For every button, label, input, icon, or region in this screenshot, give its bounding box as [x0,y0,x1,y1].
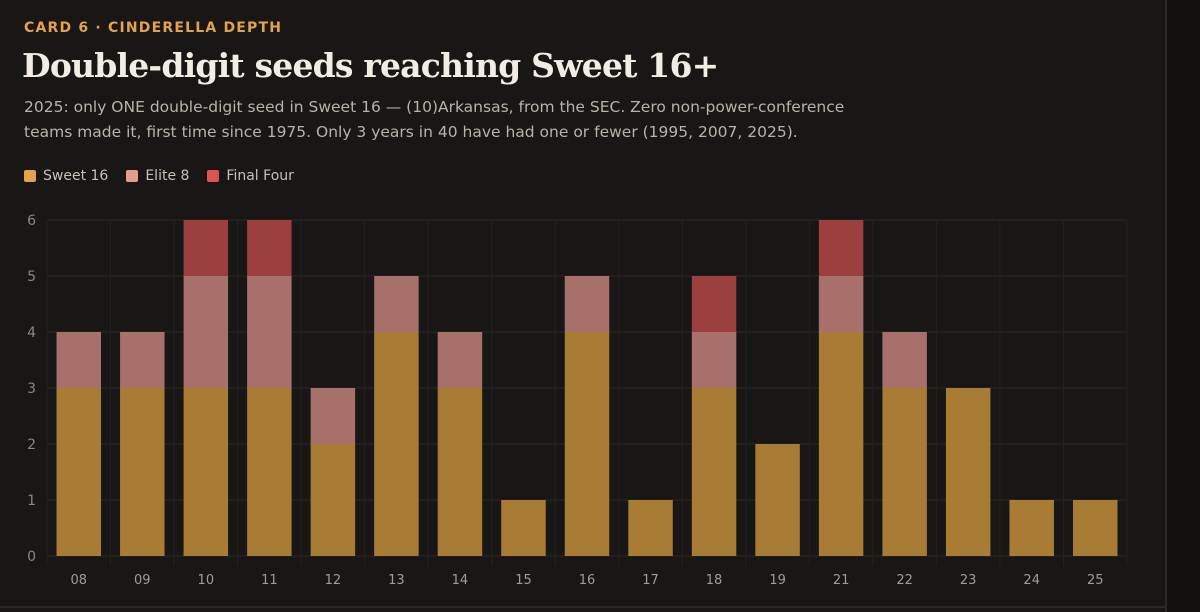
x-tick-label: 14 [452,573,469,588]
bar-final-four [247,220,292,276]
x-tick-label: 17 [642,573,659,588]
x-tick-label: 11 [261,573,278,588]
y-tick-label: 5 [27,269,36,285]
divider [0,606,1165,608]
x-tick-label: 12 [325,573,342,588]
y-tick-label: 2 [27,437,36,453]
bar-sweet-16 [310,444,356,556]
y-tick-label: 4 [27,325,36,341]
bar-sweet-16 [945,388,991,556]
bar-sweet-16 [818,332,864,556]
divider [1165,0,1167,612]
legend-item-elite8[interactable]: Elite 8 [126,168,189,184]
x-tick-label: 25 [1087,573,1104,588]
bar-sweet-16 [247,388,292,556]
bar-sweet-16 [1073,500,1118,556]
bar-final-four [691,276,737,332]
bar-elite-8 [183,276,229,388]
y-tick-label: 3 [27,381,36,397]
bar-final-four [818,220,864,276]
legend-label-finalfour: Final Four [226,168,294,184]
x-tick-label: 15 [515,573,532,588]
bar-sweet-16 [564,332,610,556]
chart-title: Double-digit seeds reaching Sweet 16+ [22,46,719,85]
x-tick-label: 10 [198,573,215,588]
bar-sweet-16 [755,444,800,556]
legend-label-sweet16: Sweet 16 [43,168,109,184]
bar-elite-8 [564,276,610,332]
bar-elite-8 [247,276,292,388]
x-tick-label: 13 [388,573,405,588]
x-tick-label: 19 [769,573,786,588]
bar-elite-8 [120,332,165,388]
bar-sweet-16 [56,388,101,556]
y-tick-label: 1 [27,493,36,509]
bar-elite-8 [882,332,927,388]
chart-legend: Sweet 16 Elite 8 Final Four [24,168,312,184]
x-tick-label: 18 [706,573,723,588]
bar-sweet-16 [183,388,229,556]
bar-elite-8 [437,332,483,388]
bar-elite-8 [310,388,356,444]
bar-sweet-16 [374,332,419,556]
legend-item-sweet16[interactable]: Sweet 16 [24,168,108,184]
x-tick-label: 16 [579,573,596,588]
card-eyebrow: CARD 6 · CINDERELLA DEPTH [24,20,283,36]
x-tick-label: 21 [833,573,850,588]
bar-elite-8 [56,332,101,388]
bar-sweet-16 [882,388,927,556]
bar-elite-8 [818,276,864,332]
y-tick-label: 6 [27,213,36,229]
x-tick-label: 08 [70,573,87,588]
bar-final-four [183,220,229,276]
bar-elite-8 [691,332,737,388]
legend-swatch-elite8 [126,170,139,182]
bar-sweet-16 [501,500,546,556]
bar-elite-8 [374,276,419,332]
y-tick-label: 0 [27,549,36,565]
chart-card: CARD 6 · CINDERELLA DEPTH Double-digit s… [22,20,1128,588]
x-tick-label: 09 [134,573,151,588]
bar-sweet-16 [691,388,737,556]
x-tick-label: 24 [1023,573,1040,588]
x-tick-label: 22 [896,573,913,588]
bar-sweet-16 [628,500,673,556]
bar-sweet-16 [437,388,483,556]
legend-item-finalfour[interactable]: Final Four [207,168,294,184]
legend-label-elite8: Elite 8 [145,168,190,184]
bar-sweet-16 [120,388,165,556]
legend-swatch-finalfour [207,170,220,182]
legend-swatch-sweet16 [24,170,36,182]
bar-sweet-16 [1009,500,1054,556]
x-tick-label: 23 [960,573,977,588]
chart-subtitle: 2025: only ONE double-digit seed in Swee… [24,98,845,141]
